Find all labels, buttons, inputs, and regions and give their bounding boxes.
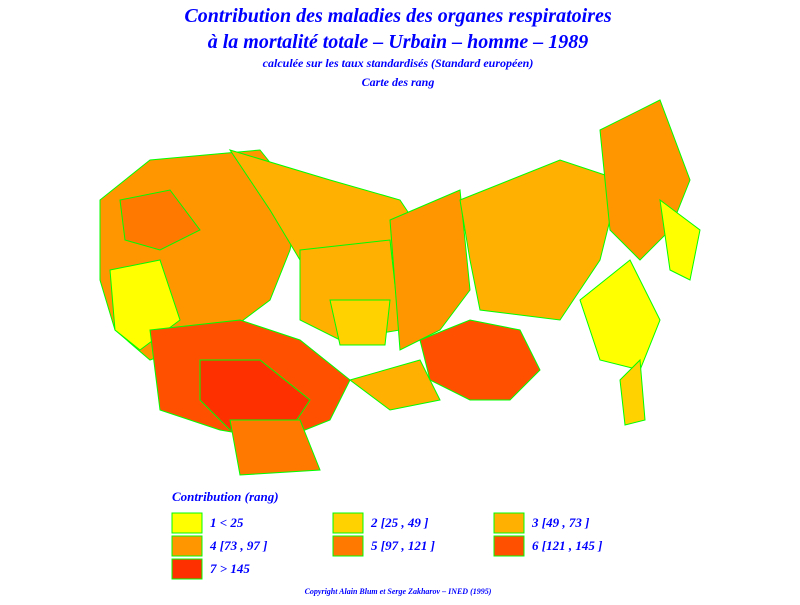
region [389,189,471,351]
region [329,299,391,346]
legend-label: 5 [97 , 121 ] [371,538,435,553]
legend-swatch [332,535,364,557]
legend-label: 2 [25 , 49 ] [370,515,428,530]
legend-swatch [493,535,525,557]
legend-swatch [493,512,525,534]
region [229,419,321,476]
legend-label: 4 [73 , 97 ] [209,538,267,553]
legend-title: Contribution (rang) [172,489,279,504]
legend-swatch [332,512,364,534]
region [619,358,646,426]
region [419,319,541,401]
legend-label: 1 < 25 [210,515,244,530]
title: Contribution des maladies des organes re… [184,5,611,27]
legend-label: 3 [49 , 73 ] [531,515,589,530]
region [459,159,621,321]
region [659,198,701,281]
subtitle: calculée sur les taux standardisés (Stan… [263,56,534,70]
legend-label: 6 [121 , 145 ] [532,538,602,553]
legend-swatch [171,558,203,580]
copyright: Copyright Alain Blum et Serge Zakharov –… [305,587,492,596]
region [348,359,441,411]
region [119,189,201,251]
legend-swatch [171,535,203,557]
legend-label: 7 > 145 [210,561,250,576]
legend-swatch [171,512,203,534]
map [99,99,701,476]
title: à la mortalité totale – Urbain – homme –… [208,31,589,53]
map-label: Carte des rang [362,75,435,89]
region [579,259,661,371]
legend: 1 < 25 2 [25 , 49 ] 3 [49 , 73 ] 4 [73 , 97… [171,512,602,580]
